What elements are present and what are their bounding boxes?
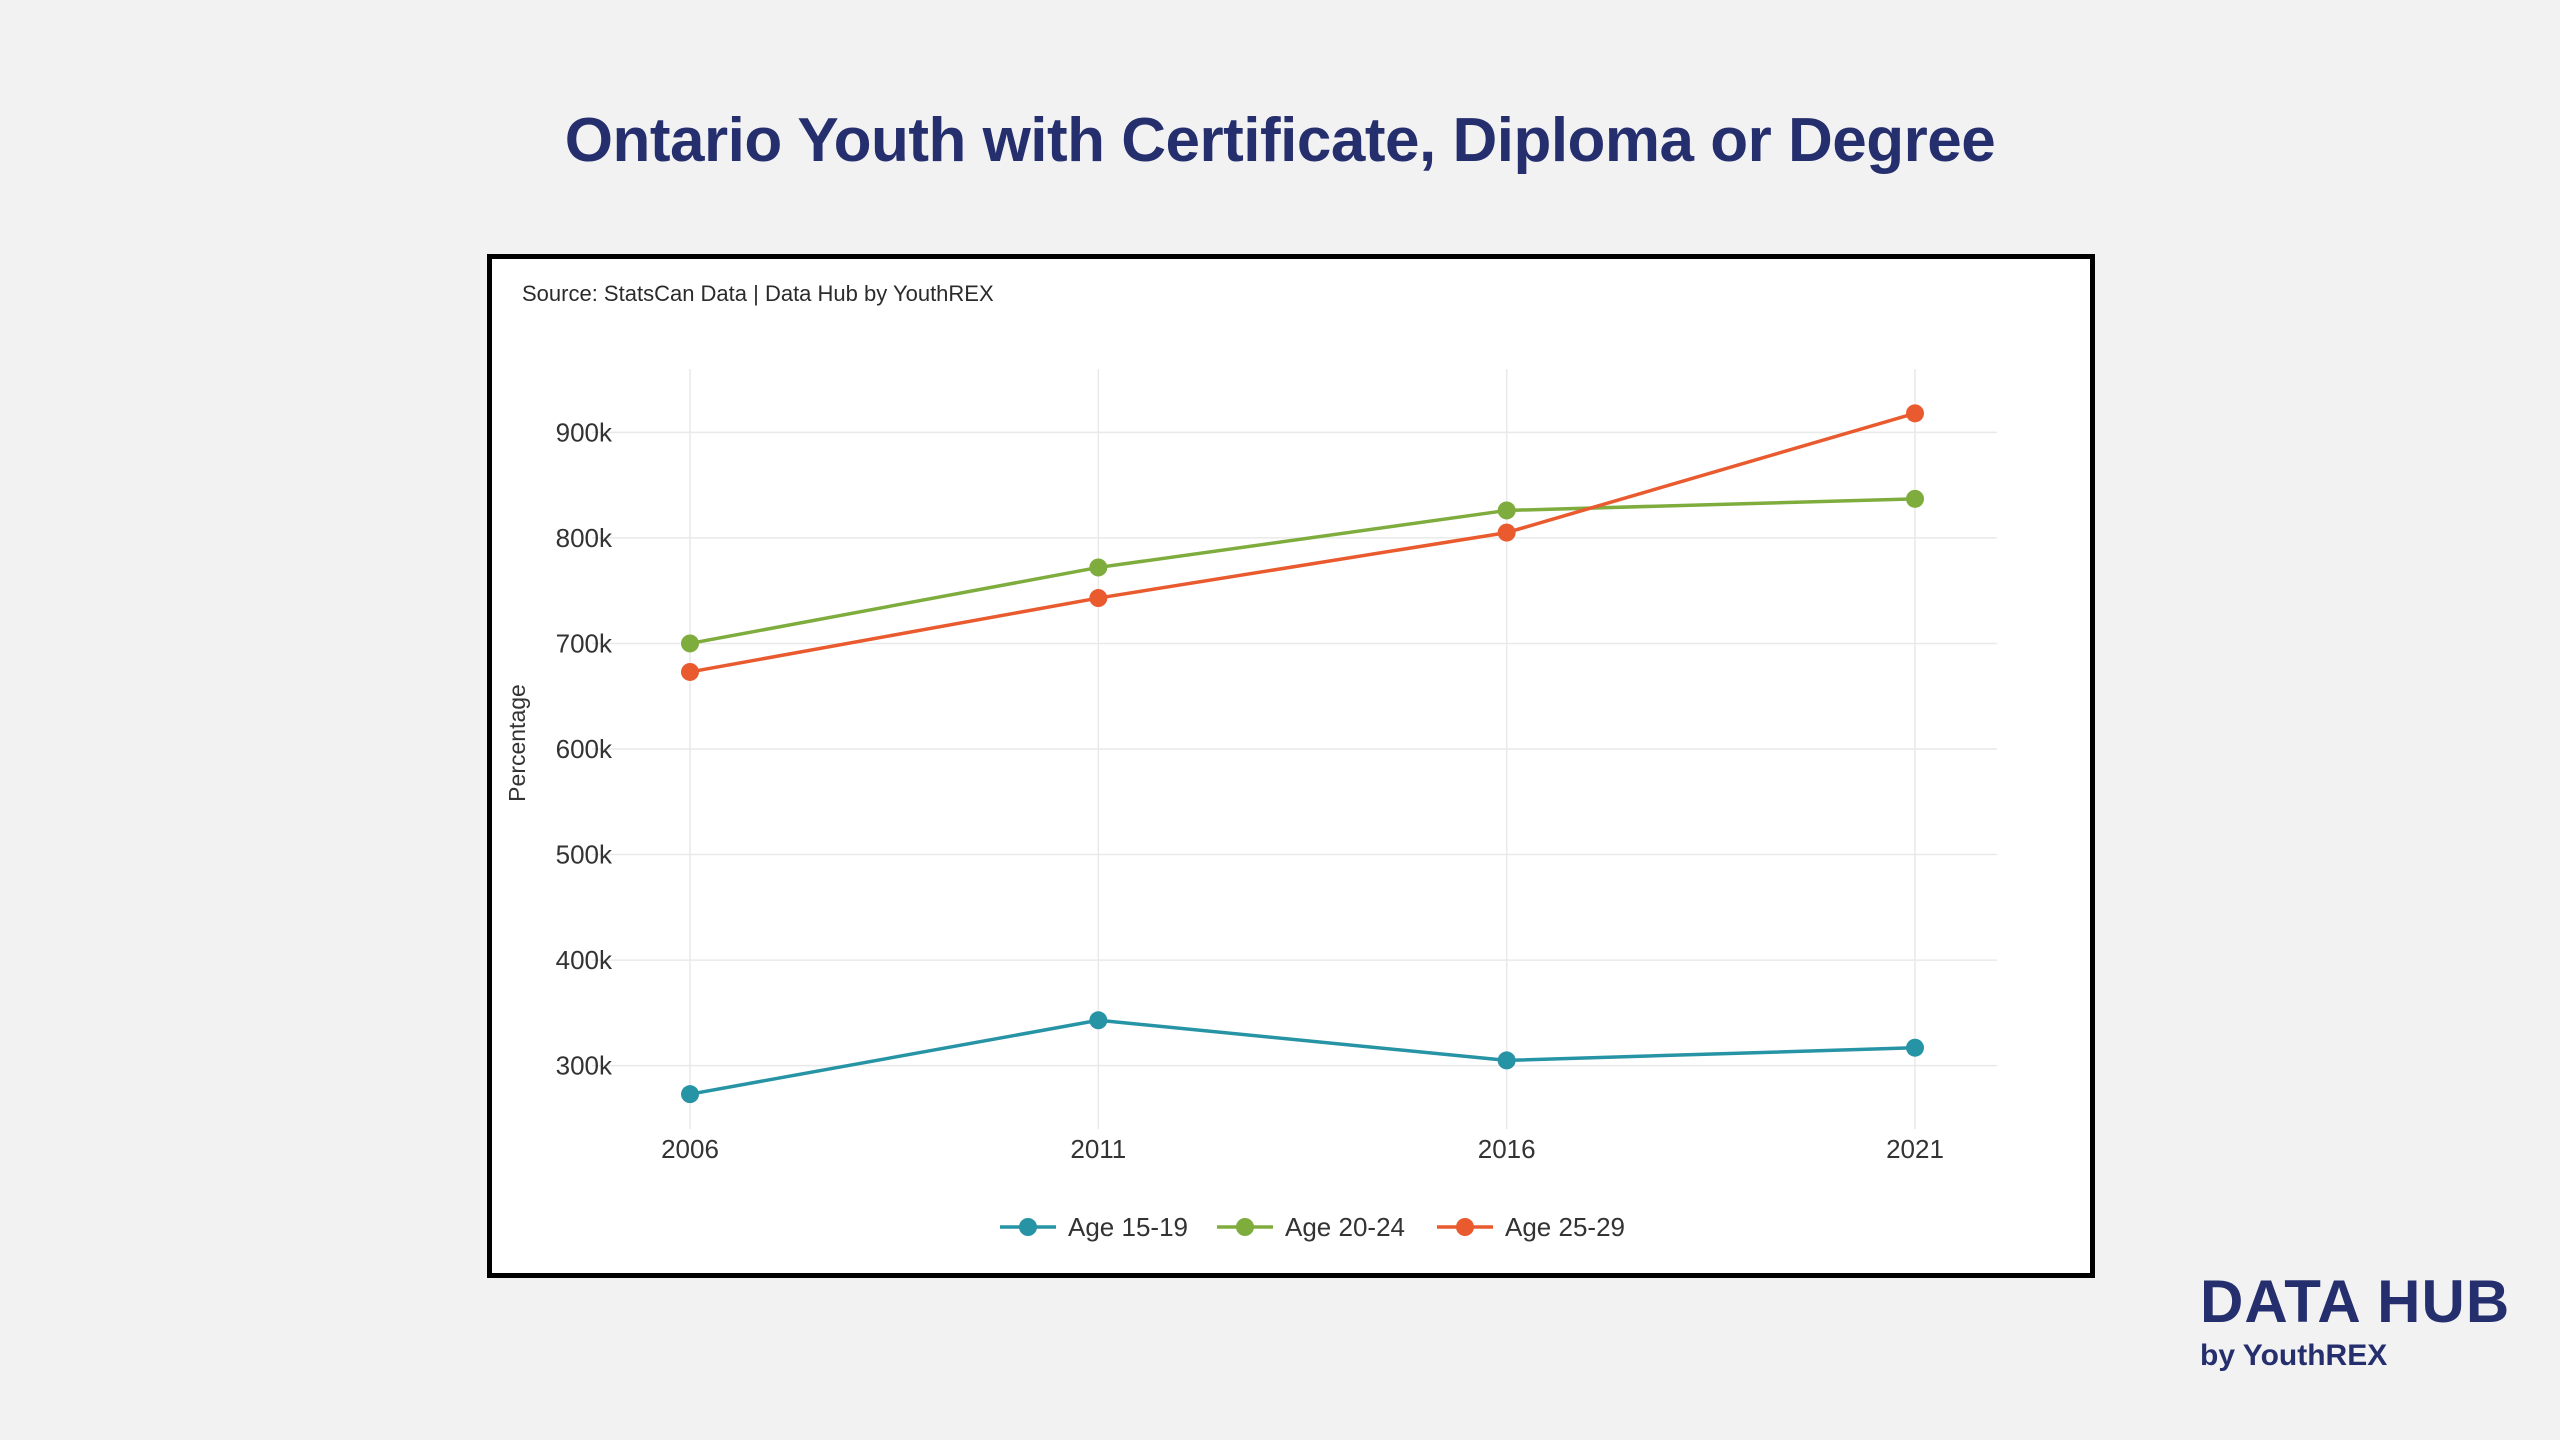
chart-frame: Source: StatsCan Data | Data Hub by Yout… — [487, 254, 2095, 1278]
data-point — [1497, 1051, 1516, 1070]
data-point — [681, 1085, 699, 1104]
y-tick-label: 800k — [556, 523, 613, 553]
source-note: Source: StatsCan Data | Data Hub by Yout… — [522, 281, 994, 306]
y-tick-label: 700k — [556, 628, 613, 658]
data-point — [1089, 1011, 1108, 1030]
y-tick-label: 300k — [556, 1051, 613, 1081]
y-tick-label: 600k — [556, 734, 613, 764]
x-tick-label: 2011 — [1070, 1134, 1126, 1164]
data-point — [1906, 489, 1924, 508]
legend-label: Age 15-19 — [1068, 1212, 1188, 1242]
data-point — [1497, 501, 1516, 520]
page-title: Ontario Youth with Certificate, Diploma … — [564, 106, 1996, 175]
data-point — [1089, 558, 1108, 577]
legend-label: Age 25-29 — [1505, 1212, 1625, 1242]
series-line — [688, 411, 1917, 674]
y-tick-label: 500k — [556, 840, 613, 870]
legend-swatch-marker — [1019, 1218, 1037, 1236]
x-tick-label: 2021 — [1886, 1134, 1944, 1164]
brand-subtitle: by YouthREX — [2200, 1339, 2388, 1372]
data-point — [681, 662, 699, 681]
data-point — [1906, 404, 1924, 423]
y-tick-label: 900k — [556, 417, 613, 447]
y-tick-label: 400k — [556, 945, 613, 975]
data-point — [1497, 523, 1516, 542]
y-axis-label: Percentage — [504, 684, 530, 802]
legend-swatch-marker — [1236, 1218, 1254, 1236]
x-tick-label: 2016 — [1478, 1134, 1536, 1164]
data-point — [681, 634, 699, 653]
series-line — [688, 1018, 1917, 1096]
line-chart: 300k 400k 500k 600k 700k 800k 900k 2006 2011 2016… — [504, 369, 1997, 1242]
brand-logo: DATA HUB by YouthREX — [2200, 1268, 2520, 1376]
brand-name: DATA HUB — [2200, 1268, 2511, 1335]
x-tick-label: 2006 — [661, 1134, 719, 1164]
legend-swatch-marker — [1456, 1218, 1474, 1236]
legend-label: Age 20-24 — [1285, 1212, 1405, 1242]
data-point — [1089, 589, 1108, 608]
data-point — [1906, 1038, 1924, 1057]
series-line — [688, 497, 1917, 646]
